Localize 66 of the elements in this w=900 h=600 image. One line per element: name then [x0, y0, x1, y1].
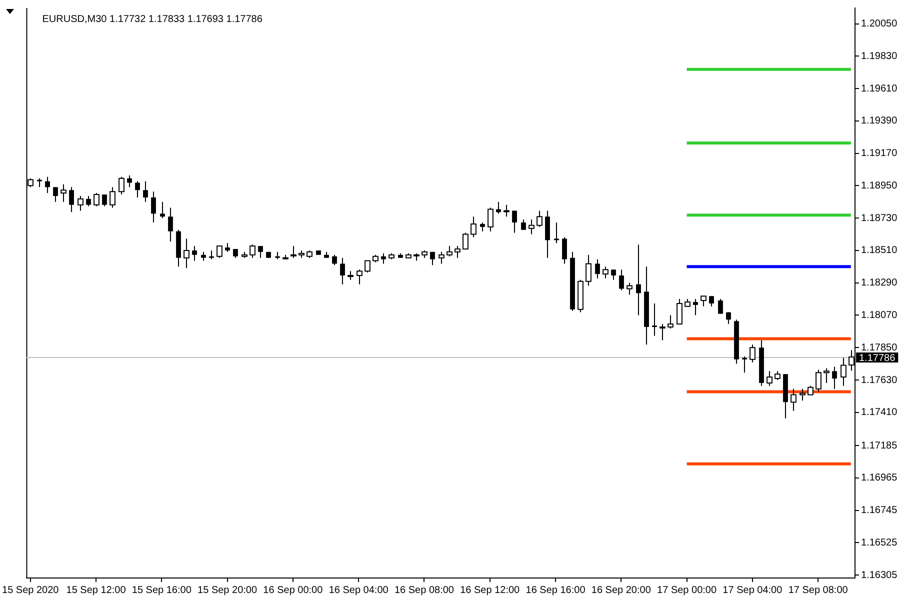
x-tick-label: 16 Sep 08:00: [394, 584, 454, 596]
x-tick-label: 17 Sep 04:00: [722, 584, 783, 596]
candlestick: [512, 210, 517, 234]
candlestick: [693, 298, 698, 316]
candlestick: [45, 176, 50, 194]
x-tick-label: 16 Sep 00:00: [263, 584, 324, 596]
candlestick: [86, 195, 91, 207]
y-tick-label: 1.20050: [861, 18, 898, 30]
y-tick-label: 1.17630: [861, 374, 898, 386]
candlestick: [102, 194, 107, 207]
candlestick: [135, 180, 140, 198]
candlestick: [69, 186, 74, 213]
y-tick-label: 1.19170: [861, 148, 898, 160]
x-tick-label: 15 Sep 2020: [2, 584, 60, 596]
candlestick: [742, 356, 747, 374]
candlestick: [595, 258, 600, 279]
x-tick-label: 15 Sep 16:00: [132, 584, 192, 596]
candlestick: [619, 269, 624, 291]
y-tick-label: 1.18730: [861, 212, 898, 224]
y-tick-label: 1.16525: [861, 537, 898, 548]
y-tick-label: 1.18950: [861, 180, 898, 192]
candlestick: [160, 201, 165, 219]
candlestick: [554, 222, 559, 244]
candlestick: [258, 246, 263, 258]
x-tick-label: 15 Sep 20:00: [198, 584, 258, 596]
text: EURUSD,M30 1.17732 1.17833 1.17693 1.17786: [42, 14, 263, 25]
x-tick-label: 15 Sep 12:00: [66, 584, 126, 596]
candlestick: [143, 180, 148, 202]
y-tick-label: 1.17410: [861, 407, 898, 418]
candlestick: [496, 201, 501, 214]
candlestick: [611, 269, 616, 280]
candlestick: [381, 252, 386, 264]
x-tick-label: 16 Sep 04:00: [328, 584, 389, 596]
candlestick: [168, 207, 173, 242]
y-tick-label: 1.16305: [861, 570, 898, 581]
candlestick: [636, 244, 641, 316]
candlestick: [718, 298, 723, 314]
x-tick-label: 16 Sep 12:00: [460, 584, 520, 596]
x-tick-label: 17 Sep 08:00: [788, 584, 848, 596]
candlestick: [521, 219, 526, 230]
candlestick: [332, 254, 337, 266]
x-tick-label: 16 Sep 16:00: [526, 584, 586, 596]
candlestick: [53, 186, 58, 202]
candlestick: [192, 246, 197, 262]
candlestick: [832, 366, 837, 390]
y-tick-label: 1.17850: [861, 342, 898, 354]
candlestick: [151, 191, 156, 223]
y-tick-label: 1.18070: [861, 310, 898, 321]
y-tick-label: 1.19390: [861, 116, 898, 127]
candlestick: [430, 251, 435, 266]
candlestick: [545, 210, 550, 258]
y-tick-label: 1.16745: [861, 505, 898, 516]
y-tick-label: 1.16965: [861, 472, 898, 484]
ref-line-label: 1.17786: [859, 352, 896, 364]
y-tick-label: 1.19830: [861, 50, 898, 62]
y-tick-label: 1.17185: [861, 440, 898, 452]
candlestick: [709, 296, 714, 307]
x-tick-label: 17 Sep 00:00: [657, 584, 717, 596]
candlestick: [127, 174, 132, 188]
candlestick: [652, 302, 657, 336]
x-tick-label: 16 Sep 20:00: [591, 584, 652, 596]
y-tick-label: 1.18510: [861, 245, 898, 256]
candlestick: [562, 236, 567, 264]
candlestick: [340, 257, 345, 285]
y-tick-label: 1.18290: [861, 278, 898, 289]
y-tick-label: 1.19610: [861, 83, 898, 94]
